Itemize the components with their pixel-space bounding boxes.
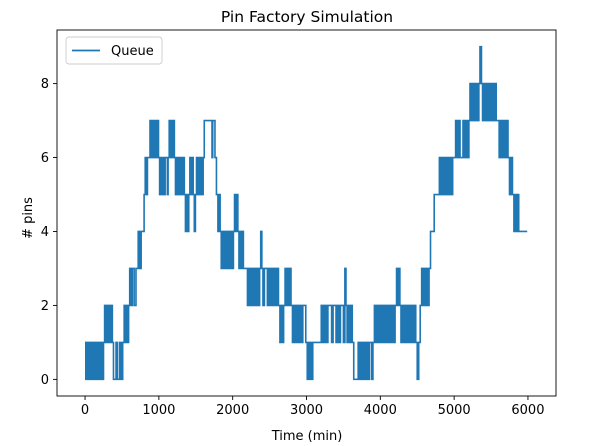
plot-area: 0 1000 2000 3000 4000 5000 6000 0 2 4 6 8 Queue xyxy=(41,29,557,418)
x-tick-label-5: 5000 xyxy=(438,403,471,418)
x-tick-label-3: 3000 xyxy=(290,403,323,418)
chart-title: Pin Factory Simulation xyxy=(221,8,393,26)
x-tick-label-6: 6000 xyxy=(511,403,544,418)
series-line-0 xyxy=(84,45,528,381)
legend-box xyxy=(65,36,163,65)
x-tick-label-1: 1000 xyxy=(142,403,175,418)
legend-label-0: Queue xyxy=(111,44,154,59)
x-tick-label-2: 2000 xyxy=(216,403,249,418)
y-tick-label-4: 8 xyxy=(41,77,49,92)
y-tick-label-1: 2 xyxy=(41,299,49,314)
x-tick-label-0: 0 xyxy=(81,403,89,418)
legend: Queue xyxy=(65,36,163,65)
y-axis-label: # pins xyxy=(21,197,36,239)
x-axis-label: Time (min) xyxy=(271,429,343,444)
y-tick-label-3: 6 xyxy=(41,151,49,166)
y-tick-label-0: 0 xyxy=(41,373,49,388)
x-tick-label-4: 4000 xyxy=(364,403,397,418)
y-tick-label-2: 4 xyxy=(41,225,49,240)
